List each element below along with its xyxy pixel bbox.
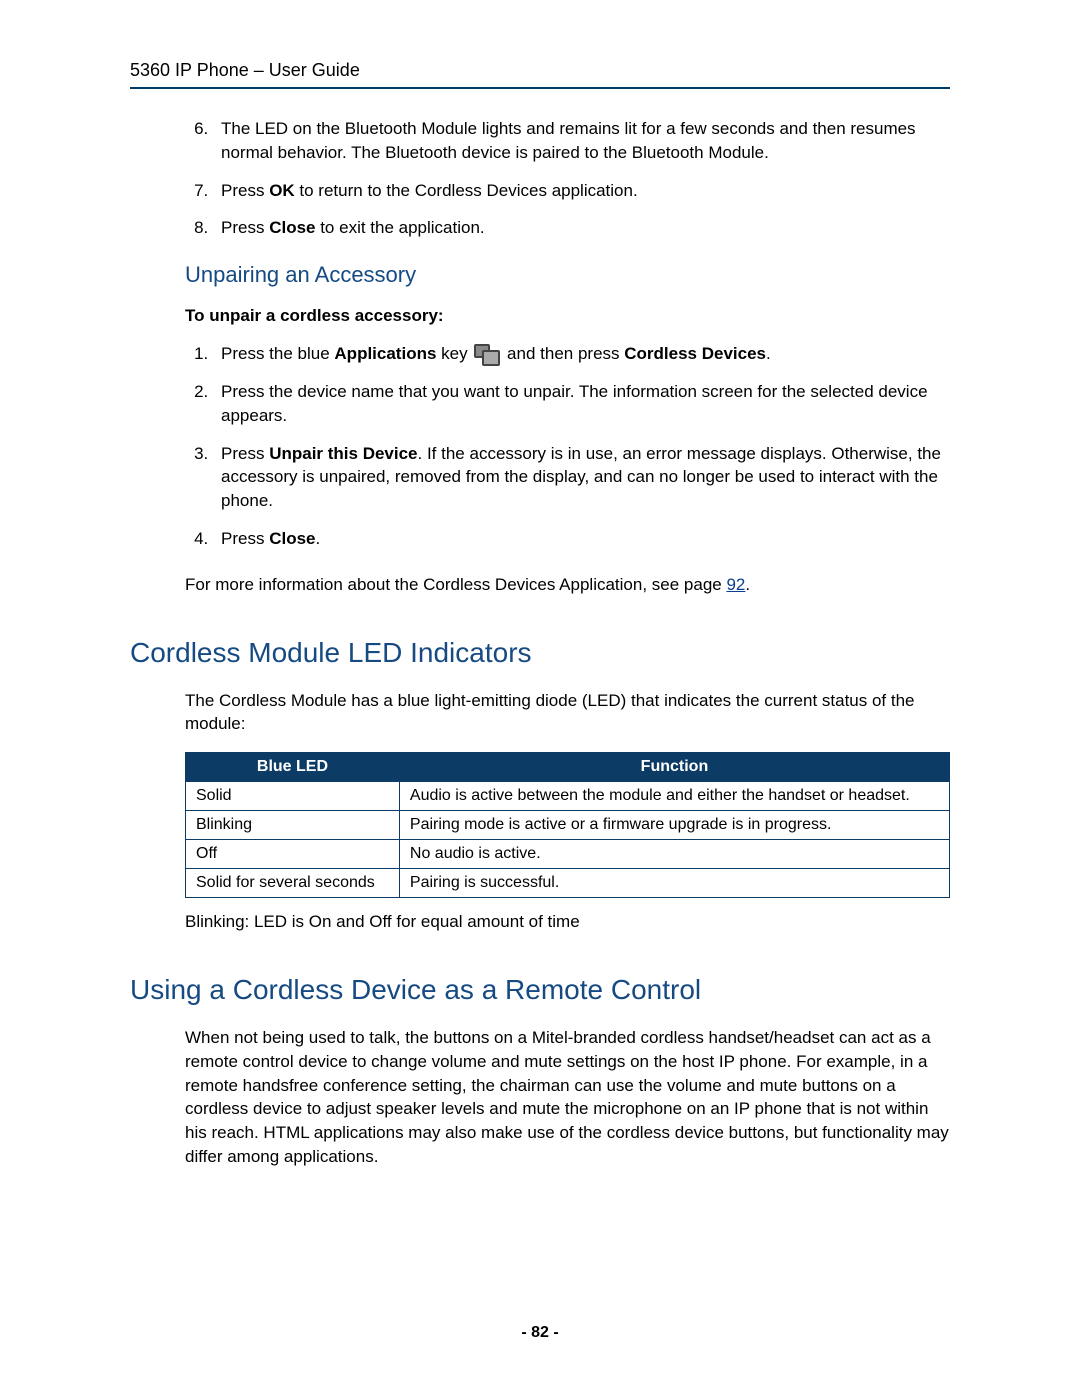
- section-heading-remote: Using a Cordless Device as a Remote Cont…: [130, 974, 950, 1006]
- unpair-footer-post: .: [745, 575, 750, 594]
- applications-key-icon: [474, 344, 500, 366]
- list-item: Press OK to return to the Cordless Devic…: [213, 179, 950, 203]
- table-cell: Blinking: [186, 811, 400, 840]
- section-heading-unpairing: Unpairing an Accessory: [185, 262, 950, 288]
- table-cell: Solid: [186, 782, 400, 811]
- table-header-cell: Function: [399, 753, 949, 782]
- continued-steps-list: The LED on the Bluetooth Module lights a…: [185, 117, 950, 240]
- table-cell: Audio is active between the module and e…: [399, 782, 949, 811]
- table-header-cell: Blue LED: [186, 753, 400, 782]
- list-item: Press Close to exit the application.: [213, 216, 950, 240]
- page-content: The LED on the Bluetooth Module lights a…: [130, 117, 950, 1169]
- table-cell: Off: [186, 840, 400, 869]
- remote-body: When not being used to talk, the buttons…: [185, 1026, 950, 1169]
- table-row: Solid for several secondsPairing is succ…: [186, 869, 950, 898]
- document-page: 5360 IP Phone – User Guide The LED on th…: [0, 0, 1080, 1397]
- list-item: Press the device name that you want to u…: [213, 380, 950, 428]
- led-note: Blinking: LED is On and Off for equal am…: [185, 910, 950, 934]
- led-table: Blue LEDFunctionSolidAudio is active bet…: [185, 752, 950, 898]
- table-row: OffNo audio is active.: [186, 840, 950, 869]
- unpair-footer: For more information about the Cordless …: [185, 573, 950, 597]
- section-heading-led: Cordless Module LED Indicators: [130, 637, 950, 669]
- unpair-intro: To unpair a cordless accessory:: [185, 306, 950, 326]
- list-item: The LED on the Bluetooth Module lights a…: [213, 117, 950, 165]
- list-item: Press the blue Applications key and then…: [213, 342, 950, 366]
- table-cell: No audio is active.: [399, 840, 949, 869]
- table-cell: Pairing is successful.: [399, 869, 949, 898]
- list-item: Press Close.: [213, 527, 950, 551]
- table-cell: Pairing mode is active or a firmware upg…: [399, 811, 949, 840]
- table-row: SolidAudio is active between the module …: [186, 782, 950, 811]
- page-number: - 82 -: [0, 1324, 1080, 1342]
- list-item: Press Unpair this Device. If the accesso…: [213, 442, 950, 513]
- unpair-steps-list: Press the blue Applications key and then…: [185, 342, 950, 551]
- table-row: BlinkingPairing mode is active or a firm…: [186, 811, 950, 840]
- page-header: 5360 IP Phone – User Guide: [130, 60, 950, 89]
- unpair-footer-pre: For more information about the Cordless …: [185, 575, 726, 594]
- table-cell: Solid for several seconds: [186, 869, 400, 898]
- led-intro: The Cordless Module has a blue light-emi…: [185, 689, 950, 737]
- page-link-92[interactable]: 92: [726, 575, 745, 594]
